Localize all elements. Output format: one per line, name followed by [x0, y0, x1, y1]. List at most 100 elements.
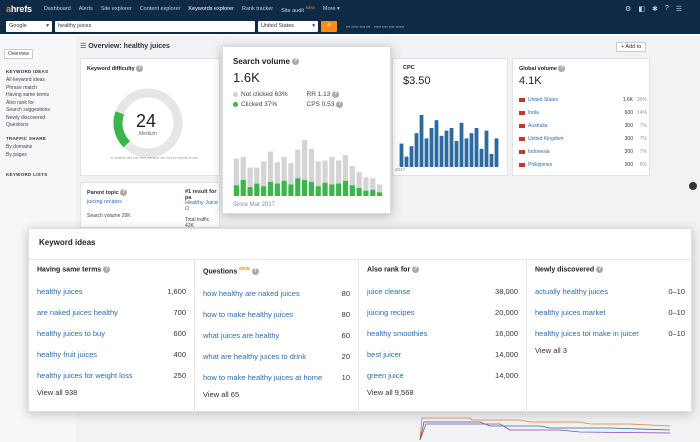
keyword-link[interactable]: best juicer [367, 350, 402, 360]
search-query-value: healthy juices [58, 23, 92, 29]
scroll-handle[interactable] [689, 182, 697, 190]
help-icon[interactable]: ? [596, 266, 604, 273]
keyword-link[interactable]: are naked juices healthy [37, 308, 118, 318]
country-name[interactable]: Australia [528, 122, 548, 129]
keyword-link[interactable]: healthy smoothies [367, 329, 428, 339]
sidebar-item-phrase-match[interactable]: Phrase match [6, 84, 37, 91]
help-icon[interactable]: ? [103, 266, 111, 273]
country-volume: 200 [624, 161, 633, 168]
keyword-link[interactable]: green juice [367, 371, 404, 381]
list-item: healthy fruit juices 400 [37, 344, 186, 365]
help-icon[interactable]: ? [664, 5, 669, 12]
gear-icon[interactable]: ✱ [651, 6, 658, 13]
help-icon[interactable]: ? [558, 65, 566, 72]
view-all-link[interactable]: View all 938 [37, 388, 78, 398]
sidebar-item-by-pages[interactable]: By pages [6, 151, 27, 158]
settings-icon[interactable]: ⚙ [625, 6, 632, 13]
menu-icon[interactable]: ☰ [80, 43, 87, 50]
notifications-icon[interactable]: ◧ [638, 6, 645, 13]
overview-tab[interactable]: Overview [4, 49, 33, 59]
nav-alerts[interactable]: Alerts [78, 6, 93, 12]
list-item: what are healthy juices to drink 20 [203, 346, 350, 367]
nav-keywords-explorer[interactable]: Keywords explorer [188, 6, 234, 12]
sidebar-item-questions[interactable]: Questions [6, 122, 29, 128]
view-all-link[interactable]: View all 65 [203, 390, 240, 400]
search-input[interactable]: healthy juices [55, 20, 255, 32]
user-icon[interactable]: ☰ [675, 6, 682, 13]
sidebar-item-by-domains[interactable]: By domains [6, 144, 33, 150]
help-icon[interactable]: ? [136, 65, 144, 72]
sidebar-item-having-same-terms[interactable]: Having same terms [6, 92, 50, 98]
sidebar-item-search-suggestions[interactable]: Search suggestions [6, 107, 50, 113]
nav-site-explorer[interactable]: Site explorer [100, 6, 132, 12]
keyword-link[interactable]: healthy fruit juices [37, 350, 98, 360]
keyword-link[interactable]: healthy juices to buy [37, 329, 105, 339]
sidebar-heading-keyword-ideas: KEYWORD IDEAS [6, 69, 49, 74]
keyword-link[interactable]: healthy juices for weight loss [37, 371, 133, 381]
help-icon[interactable]: ? [292, 58, 300, 66]
ahrefs-logo[interactable]: ahrefs [6, 4, 32, 14]
keyword-link[interactable]: how to make healthy juices [203, 310, 294, 320]
list-item: what juices are healthy 60 [203, 325, 350, 346]
country-name[interactable]: Indonesia [528, 148, 550, 155]
add-to-button[interactable]: + Add to [616, 42, 647, 52]
country-select[interactable]: United States ▾ [258, 20, 318, 32]
not-clicked-legend-dot [233, 91, 238, 97]
help-icon[interactable]: ? [412, 266, 420, 273]
nav-rank-tracker[interactable]: Rank tracker [241, 6, 274, 12]
nav-more[interactable]: More ▾ [322, 6, 340, 12]
keyword-link[interactable]: how to make healthy juices at home [203, 373, 323, 383]
list-item: best juicer 14,000 [367, 344, 518, 365]
bar-clicked [370, 189, 376, 196]
keyword-link[interactable]: actually healthy juices [535, 287, 608, 297]
help-icon[interactable]: ? [336, 101, 344, 109]
keyword-difficulty-card: Keyword difficulty ? 24 Medium ▪▪ ▪▪▪▪▪▪… [80, 58, 220, 176]
help-icon[interactable]: ? [120, 189, 128, 196]
search-button[interactable]: ⌕ [321, 20, 337, 32]
nav-dashboard[interactable]: Dashboard [43, 6, 71, 12]
bar-clicked [281, 180, 287, 196]
list-item: healthy juices 1,600 [37, 281, 186, 302]
keyword-link[interactable]: juice cleanse [367, 287, 411, 297]
country-name[interactable]: United States [528, 96, 559, 103]
search-engine-select[interactable]: Google ▾ [6, 20, 52, 32]
nav-content-explorer[interactable]: Content explorer [139, 6, 181, 12]
country-row: Indonesia 300 7% [519, 145, 647, 158]
help-icon[interactable]: ? [251, 267, 259, 275]
nav-site-audit[interactable]: Site audit NEW [281, 4, 315, 14]
bar-not-clicked [274, 162, 280, 184]
keyword-link[interactable]: juicing recipes [367, 308, 415, 318]
keyword-link[interactable]: what are healthy juices to drink [203, 352, 306, 362]
bar-clicked [349, 185, 355, 196]
country-row: Philippines 200 6% [519, 158, 647, 171]
view-all-link[interactable]: View all 9,568 [367, 388, 414, 398]
country-name[interactable]: United Kingdom [528, 135, 564, 142]
keyword-volume: 14,000 [495, 350, 518, 360]
keyword-link[interactable]: how healthy are naked juices [203, 289, 300, 299]
keyword-link[interactable]: healthy juices [37, 287, 83, 297]
sidebar-item-all-keyword-ideas[interactable]: All keyword ideas [6, 77, 45, 83]
difficulty-note: ▪▪ ▪▪▪▪▪▪▪▪ ▪▪▪▪ ▪▪▪▪ ▪▪▪▪▪ ▪▪▪▪▪▪▪▪▪ ▪▪… [111, 156, 198, 160]
keyword-link[interactable]: what juices are healthy [203, 331, 280, 341]
popover-since: Since Mar 2017 [233, 202, 276, 208]
column-heading: Having same terms ? [37, 266, 111, 274]
keyword-link[interactable]: healthy juices toi make in juicer [535, 329, 639, 339]
flag-icon [519, 136, 525, 141]
column-newly-discovered: Newly discovered ? actually healthy juic… [527, 260, 693, 413]
country-name[interactable]: Philippines [528, 161, 553, 168]
rr-stat: RR 1.13 ? [306, 91, 340, 99]
help-icon[interactable]: ? [332, 91, 340, 98]
sidebar-item-also-rank-for[interactable]: Also rank for [6, 99, 35, 106]
bar-not-clicked [342, 155, 349, 181]
view-all-link[interactable]: View all 3 [535, 346, 567, 356]
top-result-title: #1 result for pa [185, 189, 217, 201]
parent-topic-link[interactable]: juicing recipes [87, 199, 122, 205]
country-name[interactable]: India [528, 109, 539, 116]
bar-not-clicked [247, 167, 253, 188]
keyword-volume: 80 [341, 289, 350, 299]
keyword-link[interactable]: healthy juices market [535, 308, 606, 318]
sidebar-item-newly-discovered[interactable]: Newly discovered [6, 114, 46, 121]
cpc-title: CPC [403, 65, 415, 71]
chart-line-purple [419, 423, 671, 441]
top-result-link[interactable]: Healthy Juice O [185, 200, 219, 212]
